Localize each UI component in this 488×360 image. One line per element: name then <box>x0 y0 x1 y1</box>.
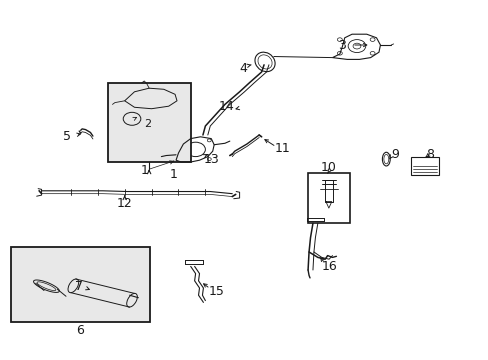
Bar <box>410 157 438 175</box>
Text: 12: 12 <box>117 197 132 210</box>
Text: 6: 6 <box>76 324 84 337</box>
Text: 9: 9 <box>390 148 398 161</box>
Text: 4: 4 <box>239 62 246 75</box>
Text: 1: 1 <box>140 164 148 177</box>
Text: 11: 11 <box>274 142 290 155</box>
Bar <box>11 247 150 322</box>
Bar <box>307 173 349 223</box>
Text: 2: 2 <box>144 119 151 129</box>
Text: 8: 8 <box>426 148 433 161</box>
Text: 5: 5 <box>63 130 71 143</box>
Text: 7: 7 <box>75 280 83 293</box>
Bar <box>107 83 190 162</box>
Text: 10: 10 <box>320 161 336 174</box>
Text: 3: 3 <box>338 39 346 51</box>
Text: 14: 14 <box>218 100 234 113</box>
Text: 13: 13 <box>203 153 219 166</box>
Text: 1: 1 <box>169 168 177 181</box>
Text: 15: 15 <box>208 285 224 298</box>
Text: 16: 16 <box>321 260 337 273</box>
